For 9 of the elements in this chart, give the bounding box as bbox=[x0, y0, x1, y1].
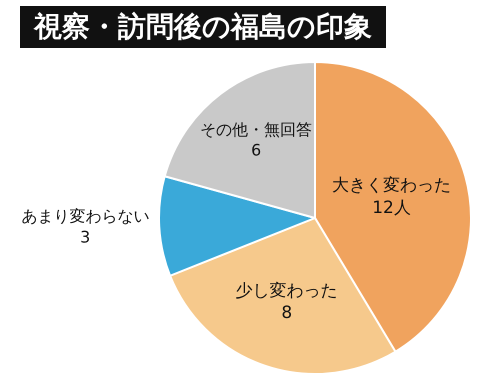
data-label: 6 bbox=[251, 140, 262, 160]
data-label: 12人 bbox=[372, 198, 411, 218]
data-label: 8 bbox=[281, 302, 292, 323]
chart-title: 視察・訪問後の福島の印象 bbox=[20, 6, 386, 48]
slice-label: 大きく変わった bbox=[332, 176, 452, 196]
slice-label: その他・無回答 bbox=[200, 120, 312, 139]
slice-label: あまり変わらない bbox=[21, 206, 150, 226]
data-label: 3 bbox=[80, 227, 90, 246]
slice-label: 少し変わった bbox=[236, 280, 338, 301]
